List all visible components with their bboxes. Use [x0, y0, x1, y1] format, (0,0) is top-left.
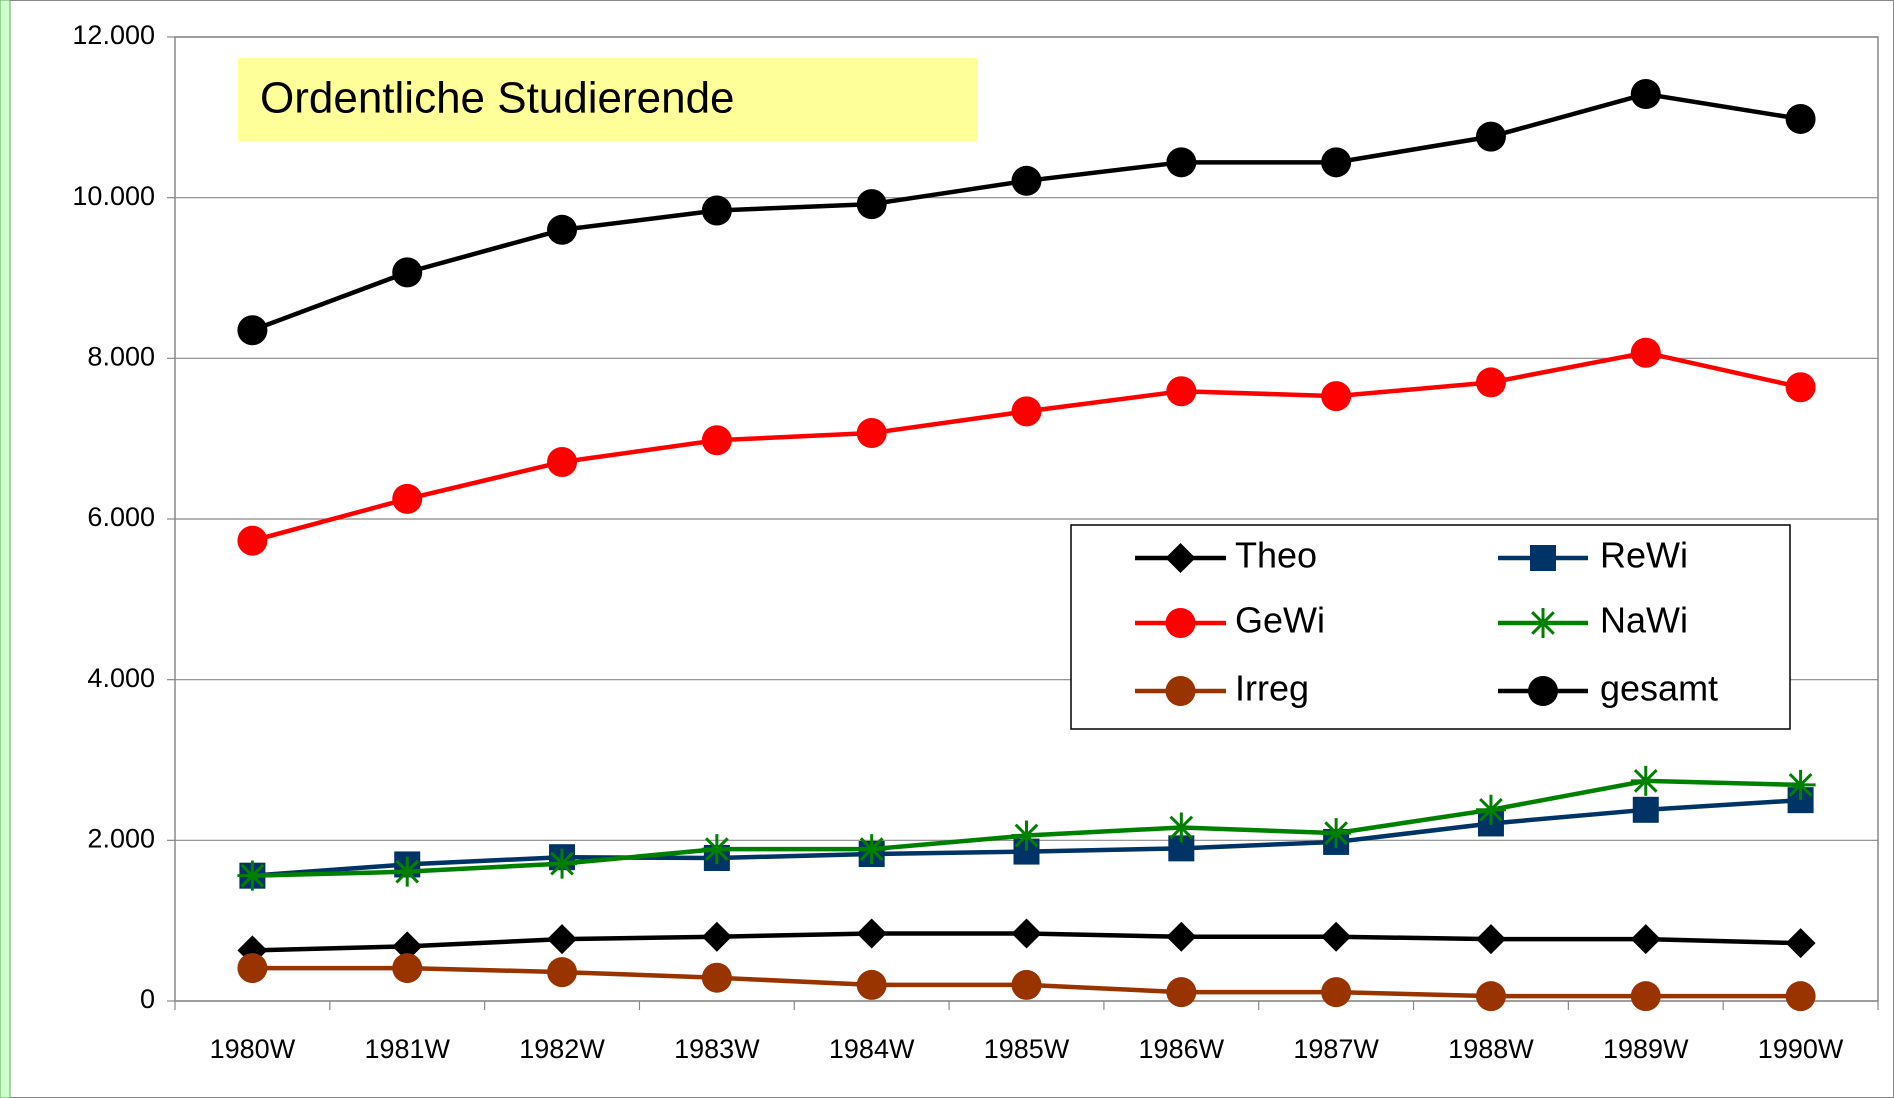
marker [1632, 796, 1659, 823]
legend-label: gesamt [1600, 668, 1718, 709]
y-tick-label: 4.000 [87, 663, 155, 693]
marker [237, 860, 268, 891]
marker [1321, 921, 1352, 952]
marker [856, 834, 887, 865]
marker [1475, 981, 1506, 1012]
x-tick-label: 1988W [1448, 1034, 1534, 1064]
marker [1530, 545, 1556, 571]
marker [1166, 147, 1197, 178]
marker [1528, 676, 1558, 706]
x-tick-label: 1984W [829, 1034, 915, 1064]
marker [856, 418, 887, 449]
marker [1011, 918, 1042, 949]
x-tick-label: 1989W [1603, 1034, 1689, 1064]
marker [1165, 676, 1196, 706]
marker [1785, 928, 1816, 959]
marker [701, 425, 732, 456]
marker [1011, 969, 1042, 1000]
marker [547, 957, 578, 988]
marker [856, 969, 887, 1000]
marker [547, 924, 578, 955]
y-tick-label: 8.000 [87, 341, 155, 371]
chart-title: Ordentliche Studierende [260, 74, 735, 123]
marker [1321, 147, 1352, 178]
marker [237, 953, 268, 984]
marker [1166, 812, 1197, 843]
marker [392, 953, 423, 984]
y-tick-label: 6.000 [87, 502, 155, 532]
x-tick-label: 1983W [674, 1034, 760, 1064]
marker [1630, 79, 1661, 110]
x-tick-label: 1982W [519, 1034, 605, 1064]
y-tick-label: 12.000 [72, 20, 155, 50]
marker [392, 931, 423, 962]
marker [1630, 765, 1661, 796]
marker [1011, 820, 1042, 851]
marker [1630, 981, 1661, 1012]
marker [237, 315, 268, 346]
marker [392, 483, 423, 514]
marker [237, 525, 268, 556]
marker [1475, 367, 1506, 398]
marker [701, 195, 732, 226]
x-tick-label: 1990W [1758, 1034, 1844, 1064]
y-tick-label: 2.000 [87, 823, 155, 853]
marker [1528, 608, 1558, 638]
legend-label: GeWi [1235, 600, 1325, 641]
marker [1630, 337, 1661, 368]
x-tick-label: 1981W [364, 1034, 450, 1064]
marker [1785, 981, 1816, 1012]
side-strip [0, 0, 11, 1098]
marker [547, 214, 578, 245]
marker [1475, 794, 1506, 825]
marker [1475, 121, 1506, 152]
marker [1165, 543, 1196, 573]
y-tick-label: 10.000 [72, 181, 155, 211]
marker [1321, 818, 1352, 849]
legend-label: ReWi [1600, 535, 1688, 576]
marker [1321, 977, 1352, 1008]
marker [1166, 921, 1197, 952]
legend-label: NaWi [1600, 600, 1688, 641]
marker [392, 257, 423, 288]
title-box [238, 58, 978, 141]
marker [701, 921, 732, 952]
marker [1321, 381, 1352, 412]
marker [392, 856, 423, 887]
legend: Theo ReWi GeWi NaWi Irreg gesamt [1070, 524, 1791, 730]
marker [547, 848, 578, 879]
marker [1011, 396, 1042, 427]
marker [1166, 977, 1197, 1008]
y-tick-label: 0 [140, 984, 155, 1014]
marker [701, 962, 732, 993]
marker [701, 834, 732, 865]
marker [547, 446, 578, 477]
x-tick-label: 1980W [210, 1034, 296, 1064]
x-tick-label: 1985W [984, 1034, 1070, 1064]
plot-frame [174, 36, 1879, 1002]
marker [1166, 376, 1197, 407]
marker [1165, 608, 1196, 638]
marker [1475, 924, 1506, 955]
x-tick-label: 1987W [1293, 1034, 1379, 1064]
x-tick-label: 1986W [1139, 1034, 1225, 1064]
marker [1630, 924, 1661, 955]
marker [1011, 165, 1042, 196]
legend-label: Irreg [1235, 668, 1309, 709]
marker [856, 189, 887, 220]
marker [1785, 769, 1816, 800]
marker [1785, 372, 1816, 403]
marker [856, 918, 887, 949]
legend-label: Theo [1235, 535, 1317, 576]
marker [1785, 103, 1816, 134]
